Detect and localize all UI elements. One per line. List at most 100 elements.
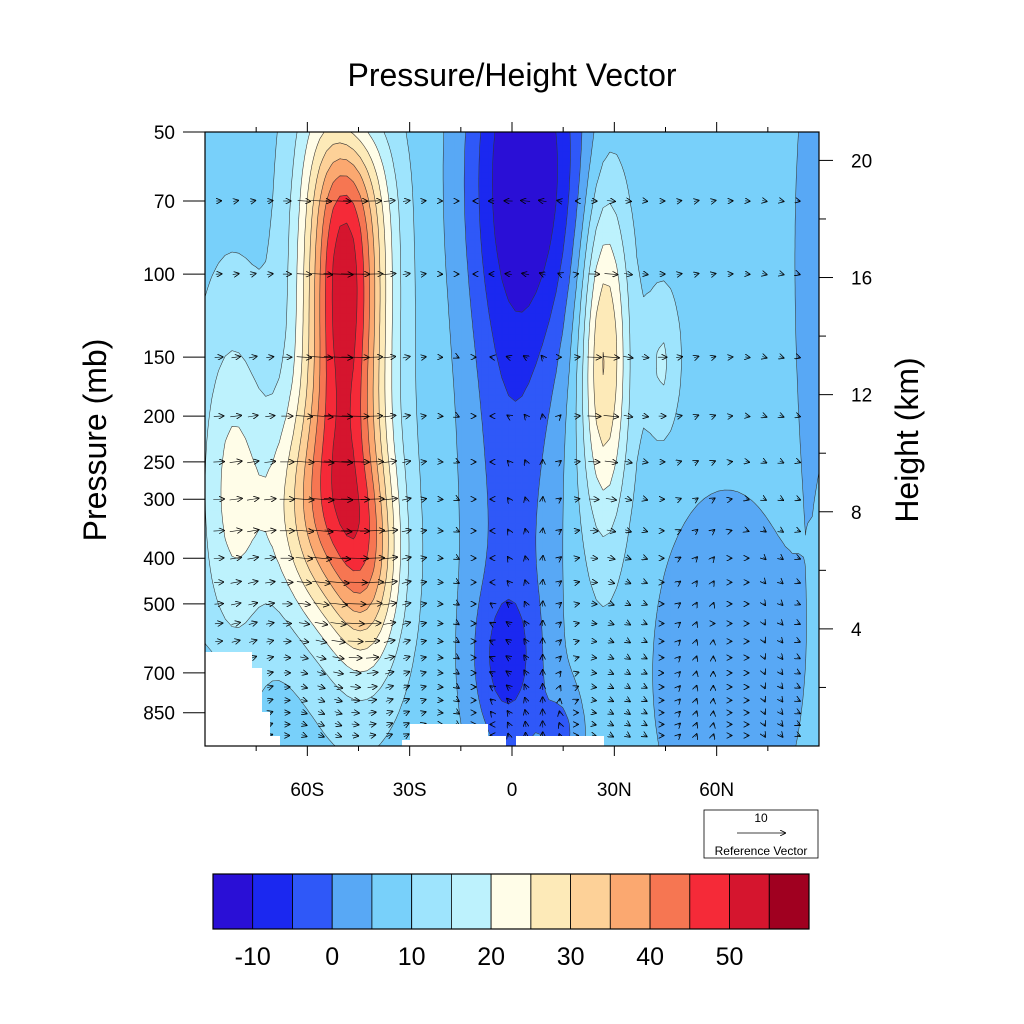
wind-vector-246 — [230, 557, 241, 559]
wind-vector-192 — [508, 498, 509, 500]
wind-vector-52 — [505, 274, 512, 275]
wind-vector-655 — [643, 735, 646, 737]
wind-vector-324 — [362, 604, 382, 605]
wind-vector-67 — [762, 274, 766, 275]
wind-vector-402 — [506, 640, 510, 643]
wind-vector-224 — [456, 530, 459, 532]
wind-vector-515 — [644, 686, 647, 688]
wind-vector-209 — [797, 499, 800, 500]
wind-vector-383 — [781, 622, 783, 624]
wind-vector-45 — [383, 274, 395, 275]
colorbar-label: 30 — [557, 943, 585, 971]
wind-vector-250 — [295, 558, 312, 559]
wind-vector-117 — [421, 416, 426, 417]
wind-vector-55 — [558, 274, 561, 275]
wind-vector-407 — [592, 641, 597, 642]
wind-vector-189 — [456, 499, 459, 501]
colorbar-swatch-45-to-50 — [689, 873, 730, 930]
wind-vector-181 — [308, 498, 334, 500]
colorbar-swatch-5-to-10 — [371, 873, 412, 930]
wind-vector-219 — [360, 530, 384, 531]
colorbar-swatch-50-to-55 — [729, 873, 770, 930]
wind-vector-135 — [728, 416, 732, 417]
wind-vector-580 — [560, 712, 561, 714]
wind-vector-472 — [507, 671, 511, 674]
wind-vector-372 — [591, 623, 596, 624]
wind-vector-530 — [301, 699, 307, 701]
wind-vector-140 — [213, 462, 224, 463]
wind-vector-5 — [297, 201, 311, 202]
wind-vector-361 — [402, 622, 411, 624]
wind-vector-497 — [333, 686, 342, 688]
reference-vector-box: 10 Reference Vector — [703, 809, 819, 859]
wind-vector-480 — [644, 672, 647, 674]
wind-vector-329 — [456, 603, 459, 605]
wind-vector-501 — [404, 686, 410, 688]
wind-vector-53 — [522, 273, 530, 275]
wind-vector-384 — [797, 623, 800, 624]
wind-vector-592 — [764, 712, 765, 714]
wind-vector-371 — [575, 623, 579, 624]
wind-vector-198 — [605, 498, 616, 500]
contour-line-30 — [294, 142, 605, 632]
contour-plot-area — [205, 132, 819, 746]
wind-vector-401 — [490, 641, 493, 642]
y-tick-label: 850 — [143, 704, 175, 725]
wind-vector-315 — [214, 604, 223, 605]
wind-vector-300 — [559, 581, 562, 583]
colorbar-swatch--10-to--5 — [252, 873, 293, 930]
wind-vector-158 — [525, 460, 526, 463]
wind-vector-27 — [677, 201, 681, 202]
wind-vector-622 — [678, 724, 680, 726]
wind-vector-364 — [456, 623, 459, 625]
wind-vector-10 — [383, 201, 395, 202]
wind-vector-654 — [626, 734, 630, 737]
wind-vector-151 — [402, 461, 410, 463]
wind-vector-348 — [780, 603, 782, 605]
wind-vector-600 — [301, 724, 306, 726]
wind-vector-504 — [456, 686, 459, 688]
wind-vector-471 — [490, 672, 493, 674]
wind-vector-629 — [797, 724, 800, 725]
wind-vector-602 — [334, 723, 341, 725]
wind-vector-603 — [351, 724, 359, 725]
wind-vector-478 — [609, 672, 613, 674]
wind-vector-173 — [780, 461, 784, 463]
wind-vector-278 — [780, 557, 783, 559]
y-tick-label: 250 — [143, 453, 175, 474]
wind-vector-360 — [383, 622, 395, 624]
wind-vector-507 — [507, 686, 511, 689]
wind-vector-653 — [609, 734, 613, 736]
wind-vector-620 — [643, 724, 646, 726]
wind-vector-343 — [696, 603, 697, 605]
wind-vector-403 — [524, 639, 527, 643]
wind-vector-197 — [589, 499, 598, 500]
wind-vector-325 — [382, 603, 396, 605]
wind-vector-351 — [231, 623, 240, 625]
wind-vector-235 — [643, 530, 647, 531]
wind-vector-167 — [677, 461, 681, 462]
wind-vector-237 — [678, 530, 681, 531]
wind-vector-138 — [780, 415, 784, 417]
wind-vector-425 — [300, 657, 307, 659]
wind-vector-393 — [347, 641, 363, 642]
wind-vector-206 — [746, 499, 749, 500]
colorbar-label: 20 — [477, 943, 505, 971]
wind-vector-338 — [608, 603, 613, 605]
wind-vector-248 — [264, 558, 275, 559]
wind-vector-149 — [361, 462, 383, 463]
wind-vector-71 — [231, 357, 240, 358]
wind-vector-309 — [713, 581, 714, 583]
wind-vector-461 — [317, 672, 325, 674]
wind-vector-84 — [456, 357, 458, 358]
wind-vector-34 — [797, 201, 799, 202]
wind-vector-266 — [575, 558, 579, 559]
wind-vector-150 — [382, 461, 396, 463]
wind-vector-406 — [575, 641, 579, 642]
wind-vector-628 — [781, 723, 783, 726]
wind-vector-366 — [490, 623, 493, 624]
wind-vector-12 — [421, 201, 425, 202]
y-right-tick-label: 4 — [851, 620, 862, 641]
wind-vector-112 — [324, 415, 352, 416]
contour-line--5 — [478, 132, 571, 705]
